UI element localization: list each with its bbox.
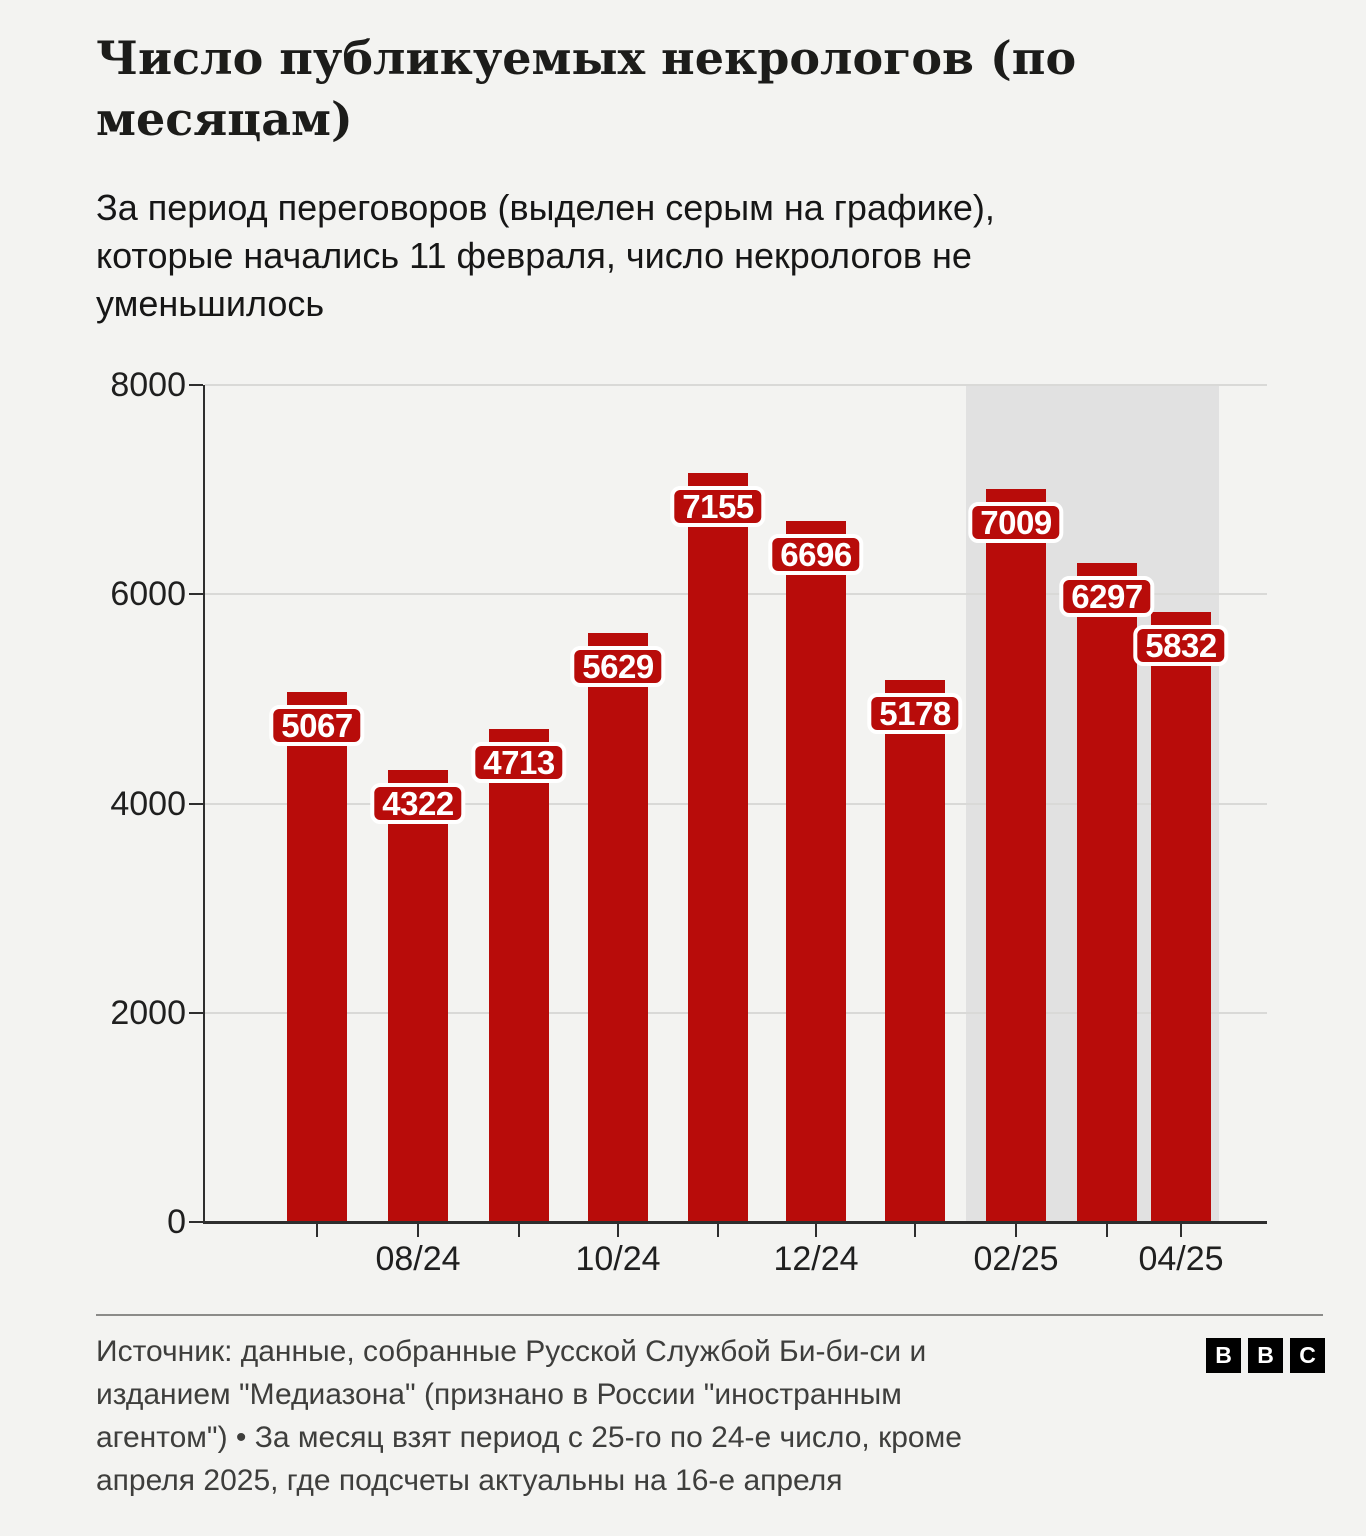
- x-axis-tick: [1180, 1224, 1182, 1237]
- y-axis-tick-label: 8000: [110, 366, 186, 404]
- chart-subtitle: За период переговоров (выделен серым на …: [96, 187, 995, 324]
- chart-title: Число публикуемых некрологов (по месяцам…: [96, 31, 1077, 146]
- bbc-logo-letter: C: [1290, 1338, 1325, 1373]
- y-axis-tick-label: 4000: [110, 785, 186, 823]
- x-axis-tick-label: 08/24: [375, 1240, 461, 1278]
- y-axis-tick: [189, 1012, 203, 1014]
- bar-12/24: [786, 521, 846, 1222]
- footer-divider: [96, 1314, 1323, 1316]
- x-axis-tick: [518, 1224, 520, 1237]
- x-axis-line: [203, 1221, 1267, 1224]
- x-axis-tick: [1015, 1224, 1017, 1237]
- x-axis-tick: [417, 1224, 419, 1237]
- y-axis-tick: [189, 803, 203, 805]
- bar-value-label: 6297: [1059, 576, 1155, 617]
- bar-value-label: 5832: [1133, 625, 1229, 666]
- y-axis-tick: [189, 384, 203, 386]
- x-axis-tick: [1106, 1224, 1108, 1237]
- x-axis-tick: [617, 1224, 619, 1237]
- bar-01/25: [885, 680, 945, 1222]
- bar-08/24: [388, 770, 448, 1222]
- x-axis-tick-label: 10/24: [575, 1240, 661, 1278]
- bar-04/25: [1151, 612, 1211, 1222]
- bar-02/25: [986, 489, 1046, 1222]
- gridline-8000: [205, 384, 1267, 386]
- bar-value-label: 7009: [968, 502, 1064, 543]
- x-axis-tick-label: 02/25: [973, 1240, 1059, 1278]
- bar-03/25: [1077, 563, 1137, 1222]
- x-axis-tick: [914, 1224, 916, 1237]
- bar-value-label: 5067: [269, 705, 365, 746]
- x-axis-tick-label: 12/24: [773, 1240, 859, 1278]
- source-note: Источник: данные, собранные Русской Служ…: [96, 1335, 962, 1497]
- y-axis-tick-label: 2000: [110, 994, 186, 1032]
- bar-11/24: [688, 473, 748, 1222]
- bar-value-label: 5629: [570, 646, 666, 687]
- bar-value-label: 4713: [471, 742, 567, 783]
- x-axis-tick: [316, 1224, 318, 1237]
- bar-value-label: 7155: [670, 486, 766, 527]
- bar-10/24: [588, 633, 648, 1222]
- y-axis-tick: [189, 593, 203, 595]
- y-axis-tick-label: 6000: [110, 575, 186, 613]
- y-axis-line: [203, 385, 205, 1223]
- bbc-logo-letter: B: [1206, 1338, 1241, 1373]
- x-axis-tick: [717, 1224, 719, 1237]
- y-axis-tick-label: 0: [167, 1203, 186, 1241]
- bar-value-label: 6696: [768, 534, 864, 575]
- x-axis-tick-label: 04/25: [1138, 1240, 1224, 1278]
- bar-07/24: [287, 692, 347, 1222]
- bar-09/24: [489, 729, 549, 1222]
- y-axis-tick: [189, 1221, 203, 1223]
- bbc-logo-letter: B: [1248, 1338, 1283, 1373]
- x-axis-tick: [815, 1224, 817, 1237]
- bar-value-label: 5178: [867, 693, 963, 734]
- bar-value-label: 4322: [370, 783, 466, 824]
